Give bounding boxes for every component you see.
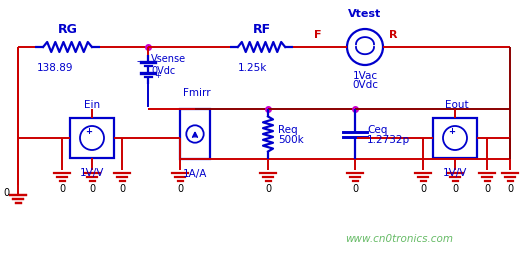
Text: Req: Req	[278, 125, 298, 135]
Text: 1A/A: 1A/A	[183, 169, 207, 179]
Text: 0: 0	[265, 184, 271, 194]
Text: 0: 0	[352, 184, 358, 194]
Text: 0Vdc: 0Vdc	[352, 80, 378, 90]
Text: F: F	[314, 30, 322, 40]
Text: 1.25k: 1.25k	[238, 63, 267, 73]
Text: 0: 0	[507, 184, 513, 194]
Text: Vsense: Vsense	[151, 54, 186, 64]
Text: +: +	[448, 127, 455, 136]
Text: Fmirr: Fmirr	[183, 88, 211, 98]
Text: 0Vdc: 0Vdc	[151, 66, 175, 76]
Text: 0: 0	[420, 184, 426, 194]
Text: 0: 0	[3, 188, 9, 198]
Text: Vtest: Vtest	[348, 9, 382, 19]
Text: -: -	[136, 56, 140, 66]
Text: 0: 0	[119, 184, 125, 194]
Text: 138.89: 138.89	[37, 63, 73, 73]
Text: Ceq: Ceq	[367, 125, 387, 135]
Text: Ein: Ein	[84, 100, 100, 110]
Text: +: +	[85, 127, 92, 136]
Text: 0: 0	[484, 184, 490, 194]
Text: 500k: 500k	[278, 135, 304, 145]
Text: 0: 0	[89, 184, 95, 194]
Text: 1V/V: 1V/V	[80, 168, 104, 178]
Bar	[70, 118, 114, 158]
Text: 0: 0	[177, 184, 183, 194]
Text: Eout: Eout	[445, 100, 469, 110]
Bar	[180, 109, 210, 159]
Text: RG: RG	[57, 23, 77, 36]
Text: 1Vac: 1Vac	[353, 71, 377, 81]
Bar	[433, 118, 477, 158]
Text: R: R	[389, 30, 397, 40]
Text: 1V/V: 1V/V	[443, 168, 467, 178]
Text: 0: 0	[59, 184, 65, 194]
Text: 1.2732p: 1.2732p	[367, 135, 410, 145]
Text: www.cn0tronics.com: www.cn0tronics.com	[345, 234, 453, 244]
Text: 0: 0	[452, 184, 458, 194]
Text: RF: RF	[252, 23, 270, 36]
Text: +: +	[154, 70, 161, 79]
